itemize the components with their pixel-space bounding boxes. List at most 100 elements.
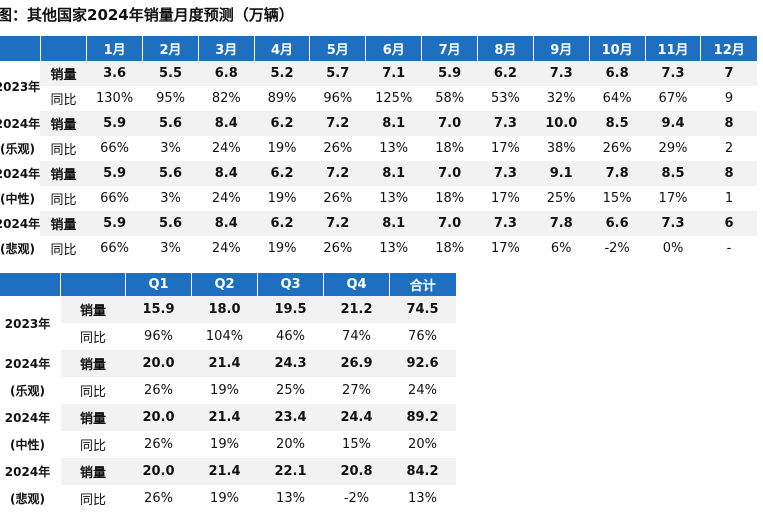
sales-cell: 8.4	[198, 161, 255, 186]
sales-cell: 7.3	[645, 61, 701, 86]
sales-row: 2024年 销量 20.0 21.4 22.1 20.8 84.2	[0, 458, 456, 485]
yoy-cell: 13%	[379, 191, 409, 206]
sales-cell: 21.4	[191, 458, 258, 485]
sales-row: 2023年 销量 15.9 18.0 19.5 21.2 74.5	[0, 296, 456, 350]
month-header: 1月	[86, 36, 143, 61]
sales-label: 销量	[40, 61, 87, 86]
yoy-label: 同比	[79, 331, 106, 346]
yoy-cell: 66%	[100, 141, 130, 156]
sales-row: 2024年 销量 20.0 21.4 23.4 24.4 89.2	[0, 404, 456, 431]
yoy-cell: 9	[724, 91, 734, 106]
page-title: 图：其他国家2024年销量月度预测（万辆）	[0, 6, 294, 24]
yoy-cell: 20%	[408, 437, 437, 452]
yoy-row: 同比 96% 104% 46% 74% 76%	[0, 323, 456, 350]
scenario-label: (乐观)	[0, 377, 61, 404]
year-label: 2024年	[0, 217, 41, 231]
yoy-cell: -2%	[343, 491, 370, 506]
yoy-cell: 6%	[550, 241, 572, 256]
yoy-label: 同比	[50, 143, 77, 158]
yoy-cell: 17%	[658, 191, 688, 206]
corner-header	[60, 273, 126, 296]
yoy-cell: 58%	[435, 91, 465, 106]
yoy-cell: 130%	[96, 91, 134, 106]
yoy-cell: 26%	[323, 241, 353, 256]
sales-cell: 5.9	[421, 61, 478, 86]
sales-cell: 9.4	[645, 111, 701, 136]
sales-cell: 6.2	[254, 211, 310, 236]
corner-header	[0, 273, 61, 296]
sales-cell: 5.7	[309, 61, 366, 86]
sales-row: 2024年 销量 20.0 21.4 24.3 26.9 92.6	[0, 350, 456, 377]
sales-cell: 8.1	[365, 211, 422, 236]
sales-cell: 3.6	[86, 61, 143, 86]
sales-cell: 8.5	[645, 161, 701, 186]
sales-cell: 21.4	[191, 350, 258, 377]
yoy-cell: 53%	[490, 91, 520, 106]
yoy-cell: 18%	[435, 141, 465, 156]
yoy-cell: 15%	[342, 437, 371, 452]
month-header: 11月	[644, 36, 701, 61]
month-header: 7月	[421, 36, 478, 61]
sales-cell: 8.1	[365, 161, 422, 186]
sales-cell: 74.5	[389, 296, 456, 323]
sales-cell: 6.6	[589, 211, 646, 236]
sales-label: 销量	[60, 404, 126, 431]
yoy-cell: 0%	[662, 241, 684, 256]
sales-row: 2024年销量5.95.68.46.27.28.17.07.37.86.67.3…	[0, 211, 757, 236]
month-header: 12月	[700, 36, 757, 61]
sales-cell: 92.6	[389, 350, 456, 377]
yoy-cell: 24%	[408, 383, 437, 398]
yoy-cell: 46%	[276, 329, 305, 344]
sales-cell: 21.2	[323, 296, 390, 323]
sales-cell: 6.8	[198, 61, 255, 86]
month-header: 3月	[197, 36, 255, 61]
yoy-label: 同比	[79, 385, 106, 400]
sales-cell: 7.0	[421, 211, 478, 236]
sales-row: 2024年销量5.95.68.46.27.28.17.07.39.17.88.5…	[0, 161, 757, 186]
yoy-cell: 25%	[546, 191, 576, 206]
sales-cell: 84.2	[389, 458, 456, 485]
sales-cell: 20.0	[125, 458, 192, 485]
sales-cell: 5.6	[142, 161, 199, 186]
yoy-cell: 26%	[144, 437, 173, 452]
sales-cell: 7.1	[365, 61, 422, 86]
sales-cell: 7.3	[477, 161, 534, 186]
monthly-header-row: 1月 2月 3月 4月 5月 6月 7月 8月 9月 10月 11月 12月	[0, 36, 757, 61]
sales-cell: 6.2	[254, 161, 310, 186]
yoy-cell: 19%	[210, 383, 239, 398]
year-label: 2024年	[0, 350, 61, 377]
scenario-label: (乐观)	[0, 142, 35, 156]
year-label: 2024年	[0, 458, 61, 485]
quarter-header: Q1	[125, 273, 192, 296]
scenario-label: (悲观)	[0, 485, 61, 512]
sales-cell: 6.2	[477, 61, 534, 86]
corner-header	[0, 36, 41, 61]
yoy-cell: 66%	[100, 191, 130, 206]
sales-label: 销量	[40, 111, 87, 136]
quarter-header: Q2	[191, 273, 258, 296]
sales-cell: 8	[700, 161, 757, 186]
yoy-cell: 18%	[435, 241, 465, 256]
yoy-cell: 26%	[144, 491, 173, 506]
yoy-cell: 13%	[408, 491, 437, 506]
yoy-cell: 19%	[210, 437, 239, 452]
yoy-label: 同比	[50, 243, 77, 258]
sales-cell: 7.8	[589, 161, 646, 186]
yoy-cell: 26%	[144, 383, 173, 398]
sales-row: 2023年销量3.65.56.85.25.77.15.96.27.36.87.3…	[0, 61, 757, 94]
yoy-row: (中性) 同比 26% 19% 20% 15% 20%	[0, 431, 456, 458]
sales-label: 销量	[60, 296, 126, 323]
scenario-label: (悲观)	[0, 242, 35, 256]
sales-cell: 8	[700, 111, 757, 136]
yoy-row: (乐观) 同比 26% 19% 25% 27% 24%	[0, 377, 456, 404]
year-label: 2024年	[0, 167, 41, 181]
month-header: 9月	[532, 36, 590, 61]
scenario-label: (中性)	[0, 431, 61, 458]
sales-cell: 22.1	[257, 458, 324, 485]
sales-cell: 24.3	[257, 350, 324, 377]
sales-cell: 5.9	[86, 161, 143, 186]
quarterly-forecast-table: Q1 Q2 Q3 Q4 合计 2023年 销量 15.9 18.0 19.5 21.2 74…	[0, 273, 456, 512]
month-header: 6月	[365, 36, 422, 61]
yoy-cell: 27%	[342, 383, 371, 398]
sales-cell: 26.9	[323, 350, 390, 377]
